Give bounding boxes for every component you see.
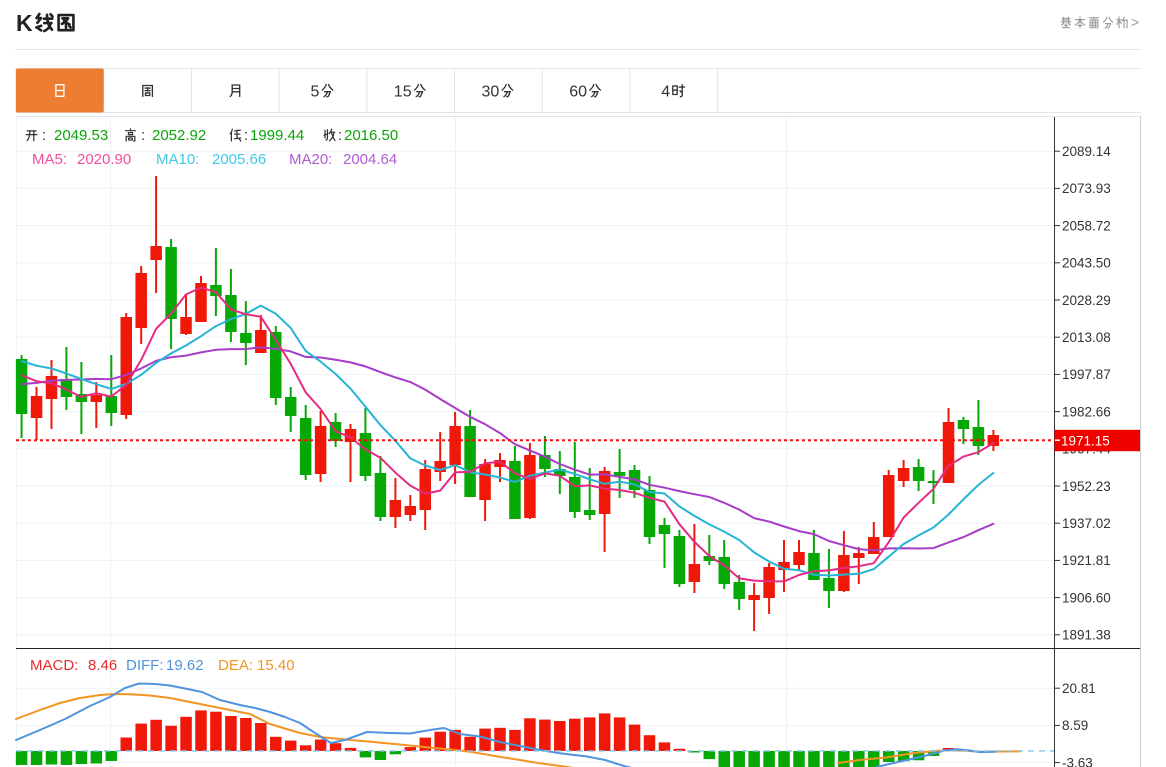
svg-text:30: 30	[482, 84, 500, 101]
svg-text:DIFF:: DIFF:	[126, 657, 164, 674]
svg-text:1982.66: 1982.66	[1062, 404, 1111, 419]
svg-text:MA5:: MA5:	[32, 151, 67, 168]
svg-text:2005.66: 2005.66	[212, 151, 266, 168]
svg-text:2049.53: 2049.53	[54, 127, 108, 144]
svg-text:K: K	[16, 10, 33, 36]
svg-text:2052.92: 2052.92	[152, 127, 206, 144]
svg-text:DEA:: DEA:	[218, 657, 253, 674]
svg-text:2089.14: 2089.14	[1062, 144, 1111, 159]
svg-text:2013.08: 2013.08	[1062, 330, 1111, 345]
svg-text:MACD:: MACD:	[30, 657, 78, 674]
svg-text:8.59: 8.59	[1062, 718, 1088, 733]
svg-text:2043.50: 2043.50	[1062, 256, 1111, 271]
svg-text:2058.72: 2058.72	[1062, 218, 1111, 233]
svg-text:1937.02: 1937.02	[1062, 516, 1111, 531]
svg-text:2073.93: 2073.93	[1062, 181, 1111, 196]
svg-text:2004.64: 2004.64	[343, 151, 397, 168]
svg-text:1999.44: 1999.44	[250, 127, 304, 144]
svg-text:19.62: 19.62	[166, 657, 204, 674]
svg-text:1952.23: 1952.23	[1062, 479, 1111, 494]
svg-text:>: >	[1131, 14, 1139, 30]
svg-text:5: 5	[311, 84, 320, 101]
svg-text:20.81: 20.81	[1062, 681, 1096, 696]
svg-text:2020.90: 2020.90	[77, 151, 131, 168]
svg-text::: :	[42, 127, 46, 144]
svg-text:1921.81: 1921.81	[1062, 553, 1111, 568]
svg-text:15: 15	[394, 84, 412, 101]
svg-text::: :	[338, 127, 342, 144]
svg-text:4: 4	[661, 84, 670, 101]
svg-text:1906.60: 1906.60	[1062, 590, 1111, 605]
svg-text:1997.87: 1997.87	[1062, 367, 1111, 382]
svg-text:1891.38: 1891.38	[1062, 628, 1111, 643]
svg-text:MA20:: MA20:	[289, 151, 332, 168]
svg-text:MA10:: MA10:	[156, 151, 199, 168]
svg-text:8.46: 8.46	[88, 657, 117, 674]
svg-text::: :	[244, 127, 248, 144]
svg-text:2016.50: 2016.50	[344, 127, 398, 144]
svg-text:-3.63: -3.63	[1062, 755, 1093, 767]
svg-text:60: 60	[569, 84, 587, 101]
svg-text:15.40: 15.40	[257, 657, 295, 674]
svg-text:1971.15: 1971.15	[1061, 433, 1110, 448]
svg-text:2028.29: 2028.29	[1062, 293, 1111, 308]
svg-text::: :	[141, 127, 145, 144]
